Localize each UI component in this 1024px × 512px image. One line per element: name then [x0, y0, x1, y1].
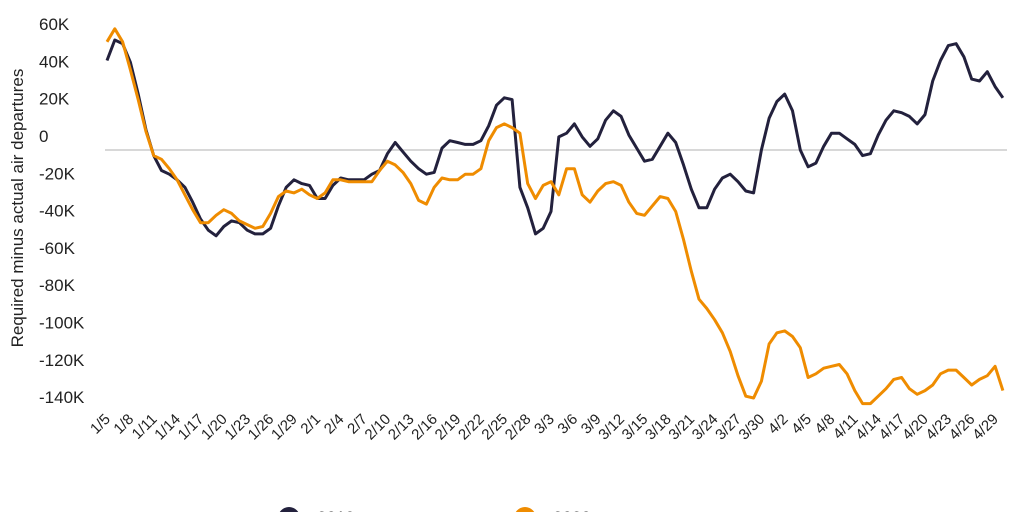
y-tick-label: 20K — [39, 90, 70, 109]
y-tick-label: -40K — [39, 202, 76, 221]
y-tick-label: -60K — [39, 239, 76, 258]
legend-label: 2020 — [553, 508, 591, 512]
y-tick-label: -140K — [39, 388, 85, 407]
y-tick-label: 40K — [39, 52, 70, 71]
y-tick-label: 0 — [39, 127, 48, 146]
y-axis-tick-labels: 60K 40K 20K 0 -20K -40K -60K -80K -100K -120K -140… — [39, 15, 85, 407]
x-tick-label: 1/5 — [87, 411, 114, 438]
y-tick-label: -20K — [39, 164, 76, 183]
y-tick-label: -100K — [39, 314, 85, 333]
x-tick-label: 4/29 — [969, 411, 1002, 444]
legend-swatch-2020 — [515, 507, 535, 512]
x-tick-label: 3/3 — [531, 411, 558, 438]
legend: 2019 2020 — [279, 507, 591, 512]
x-tick-label: 4/5 — [788, 411, 815, 438]
x-tick-label: 2/1 — [297, 411, 324, 438]
legend-swatch-2019 — [279, 507, 299, 512]
x-tick-label: 1/29 — [268, 411, 301, 444]
series-line-2020 — [105, 27, 1005, 406]
x-axis-tick-labels: 1/51/81/111/141/171/201/231/261/292/12/4… — [87, 411, 1002, 444]
y-tick-label: -80K — [39, 276, 76, 295]
series-line-2019 — [105, 38, 1005, 238]
x-tick-label: 2/28 — [502, 411, 535, 444]
legend-label: 2019 — [317, 508, 355, 512]
x-tick-label: 4/2 — [765, 411, 792, 438]
y-tick-label: 60K — [39, 15, 70, 34]
x-tick-label: 2/4 — [321, 411, 348, 438]
x-tick-label: 3/30 — [736, 411, 769, 444]
x-tick-label: 3/6 — [554, 411, 581, 438]
y-axis-title: Required minus actual air departures — [8, 69, 27, 348]
y-tick-label: -120K — [39, 351, 85, 370]
data-series — [105, 27, 1005, 406]
